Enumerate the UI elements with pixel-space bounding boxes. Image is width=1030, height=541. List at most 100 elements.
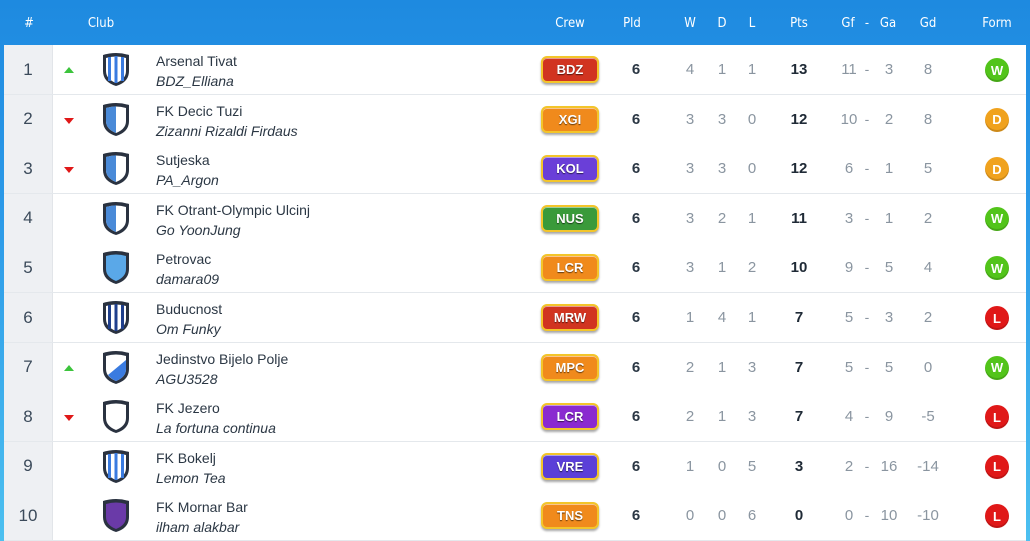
draws-value: 0: [717, 507, 727, 525]
points-value: 10: [790, 259, 808, 277]
goals-separator: -: [864, 408, 870, 425]
goal-difference-value: 8: [923, 110, 933, 128]
club-info[interactable]: FK Jezero La fortuna continua: [156, 399, 486, 437]
header-w[interactable]: W: [684, 16, 696, 31]
table-row[interactable]: 8 FK Jezero La fortuna continua LCR 6 2 1 3 7 4-9…: [4, 392, 1026, 443]
crew-badge[interactable]: MPC: [541, 353, 599, 381]
crew-badge[interactable]: TNS: [541, 502, 599, 530]
goals-against-value: 5: [884, 259, 894, 277]
club-info[interactable]: FK Decic Tuzi Zizanni Rizaldi Firdaus: [156, 102, 486, 140]
club-name[interactable]: Petrovac: [156, 251, 212, 268]
header-l[interactable]: L: [748, 16, 756, 31]
draws-value: 1: [717, 259, 727, 277]
club-name[interactable]: Jedinstvo Bijelo Polje: [156, 350, 289, 367]
goal-difference-value: 4: [923, 259, 933, 277]
goals-separator: -: [864, 209, 870, 226]
goals-for-value: 2: [844, 457, 854, 475]
table-row[interactable]: 2 FK Decic Tuzi Zizanni Rizaldi Firdaus XGI…: [4, 94, 1026, 145]
trend-down-icon: [64, 167, 74, 174]
goals-separator: -: [864, 309, 870, 325]
crew-badge[interactable]: LCR: [541, 403, 599, 431]
club-name[interactable]: FK Decic Tuzi: [156, 102, 243, 119]
club-info[interactable]: FK Bokelj Lemon Tea: [156, 449, 486, 487]
trend-up-icon: [64, 364, 74, 371]
club-info[interactable]: FK Mornar Bar ilham alakbar: [156, 498, 486, 536]
club-crest-icon: [100, 498, 132, 533]
table-row[interactable]: 3 Sutjeska PA_Argon KOL 6 3 3 0 12 6-1 5 D: [4, 144, 1026, 195]
goals-against-value: 3: [884, 61, 894, 78]
wins-value: 2: [685, 408, 695, 426]
draws-value: 4: [717, 309, 727, 326]
table-row[interactable]: 9 FK Bokelj Lemon Tea VRE 6 1 0 5 3 2-16 -14 L: [4, 441, 1026, 492]
goal-difference-value: -14: [917, 457, 939, 475]
club-info[interactable]: Arsenal Tivat BDZ_Elliana: [156, 52, 486, 90]
crew-badge[interactable]: VRE: [541, 452, 599, 480]
table-row[interactable]: 10 FK Mornar Bar ilham alakbar TNS 6 0 0 6 0 0-10…: [4, 491, 1026, 541]
manager-name[interactable]: Zizanni Rizaldi Firdaus: [156, 122, 298, 139]
position-number: 3: [4, 144, 53, 194]
crew-badge[interactable]: LCR: [541, 254, 599, 282]
header-crew[interactable]: Crew: [555, 16, 585, 31]
losses-value: 1: [747, 61, 757, 78]
goals-against-value: 1: [884, 160, 894, 178]
club-info[interactable]: Sutjeska PA_Argon: [156, 151, 486, 189]
manager-name[interactable]: damara09: [156, 271, 220, 288]
manager-name[interactable]: Om Funky: [156, 321, 221, 337]
club-name[interactable]: FK Mornar Bar: [156, 499, 248, 516]
manager-name[interactable]: Lemon Tea: [156, 469, 226, 486]
crew-badge[interactable]: NUS: [541, 204, 599, 232]
manager-name[interactable]: La fortuna continua: [156, 420, 276, 437]
form-badge: W: [985, 256, 1009, 281]
played-value: 6: [631, 61, 641, 78]
crew-badge[interactable]: XGI: [541, 105, 599, 133]
header-ga[interactable]: Ga: [879, 16, 897, 31]
goals-against-value: 16: [880, 457, 898, 475]
position-number: 9: [4, 441, 53, 491]
draws-value: 2: [717, 209, 727, 227]
goals-separator: -: [864, 61, 870, 77]
crew-badge[interactable]: MRW: [541, 304, 599, 331]
form-badge: D: [985, 107, 1009, 132]
points-value: 0: [794, 507, 804, 525]
crew-badge[interactable]: KOL: [541, 155, 599, 183]
wins-value: 3: [685, 209, 695, 227]
table-row[interactable]: 5 Petrovac damara09 LCR 6 3 1 2 10 9-5 4 W: [4, 243, 1026, 294]
club-name[interactable]: Sutjeska: [156, 152, 210, 169]
table-row[interactable]: 6 Buducnost Om Funky MRW 6 1 4 1 7 5-3 2 L: [4, 293, 1026, 343]
header-club[interactable]: Club: [87, 16, 115, 31]
club-name[interactable]: Arsenal Tivat: [156, 53, 237, 69]
club-name[interactable]: FK Otrant-Olympic Ulcinj: [156, 201, 311, 218]
manager-name[interactable]: Go YoonJung: [156, 221, 241, 238]
header-gd[interactable]: Gd: [919, 16, 937, 31]
club-info[interactable]: Petrovac damara09: [156, 250, 486, 288]
header-gf[interactable]: Gf: [841, 16, 855, 31]
header-pld[interactable]: Pld: [623, 16, 641, 31]
played-value: 6: [631, 160, 641, 178]
header-d[interactable]: D: [717, 16, 727, 31]
club-name[interactable]: FK Bokelj: [156, 449, 216, 466]
club-crest-icon: [100, 151, 132, 186]
club-info[interactable]: Buducnost Om Funky: [156, 300, 486, 338]
club-info[interactable]: FK Otrant-Olympic Ulcinj Go YoonJung: [156, 201, 486, 239]
form-badge: L: [985, 504, 1009, 529]
wins-value: 3: [685, 160, 695, 178]
manager-name[interactable]: AGU3528: [156, 370, 218, 387]
table-row[interactable]: 7 Jedinstvo Bijelo Polje AGU3528 MPC 6 2 1 3 7 5-…: [4, 342, 1026, 393]
club-name[interactable]: FK Jezero: [156, 400, 220, 417]
table-row[interactable]: 1 Arsenal Tivat BDZ_Elliana BDZ 6 4 1 1 13 11-3 8 W: [4, 45, 1026, 95]
goal-difference-value: 2: [923, 209, 933, 227]
manager-name[interactable]: PA_Argon: [156, 172, 219, 189]
table-row[interactable]: 4 FK Otrant-Olympic Ulcinj Go YoonJung NUS 6…: [4, 193, 1026, 244]
losses-value: 6: [747, 507, 757, 525]
form-badge: W: [985, 355, 1009, 380]
manager-name[interactable]: BDZ_Elliana: [156, 73, 234, 89]
club-info[interactable]: Jedinstvo Bijelo Polje AGU3528: [156, 350, 486, 388]
club-name[interactable]: Buducnost: [156, 301, 223, 317]
crew-badge[interactable]: BDZ: [541, 56, 599, 83]
form-badge: L: [985, 454, 1009, 479]
goal-difference-value: 0: [923, 358, 933, 376]
manager-name[interactable]: ilham alakbar: [156, 519, 240, 536]
header-pts[interactable]: Pts: [790, 16, 808, 31]
goal-difference-value: 8: [923, 61, 933, 78]
points-value: 11: [791, 209, 807, 227]
